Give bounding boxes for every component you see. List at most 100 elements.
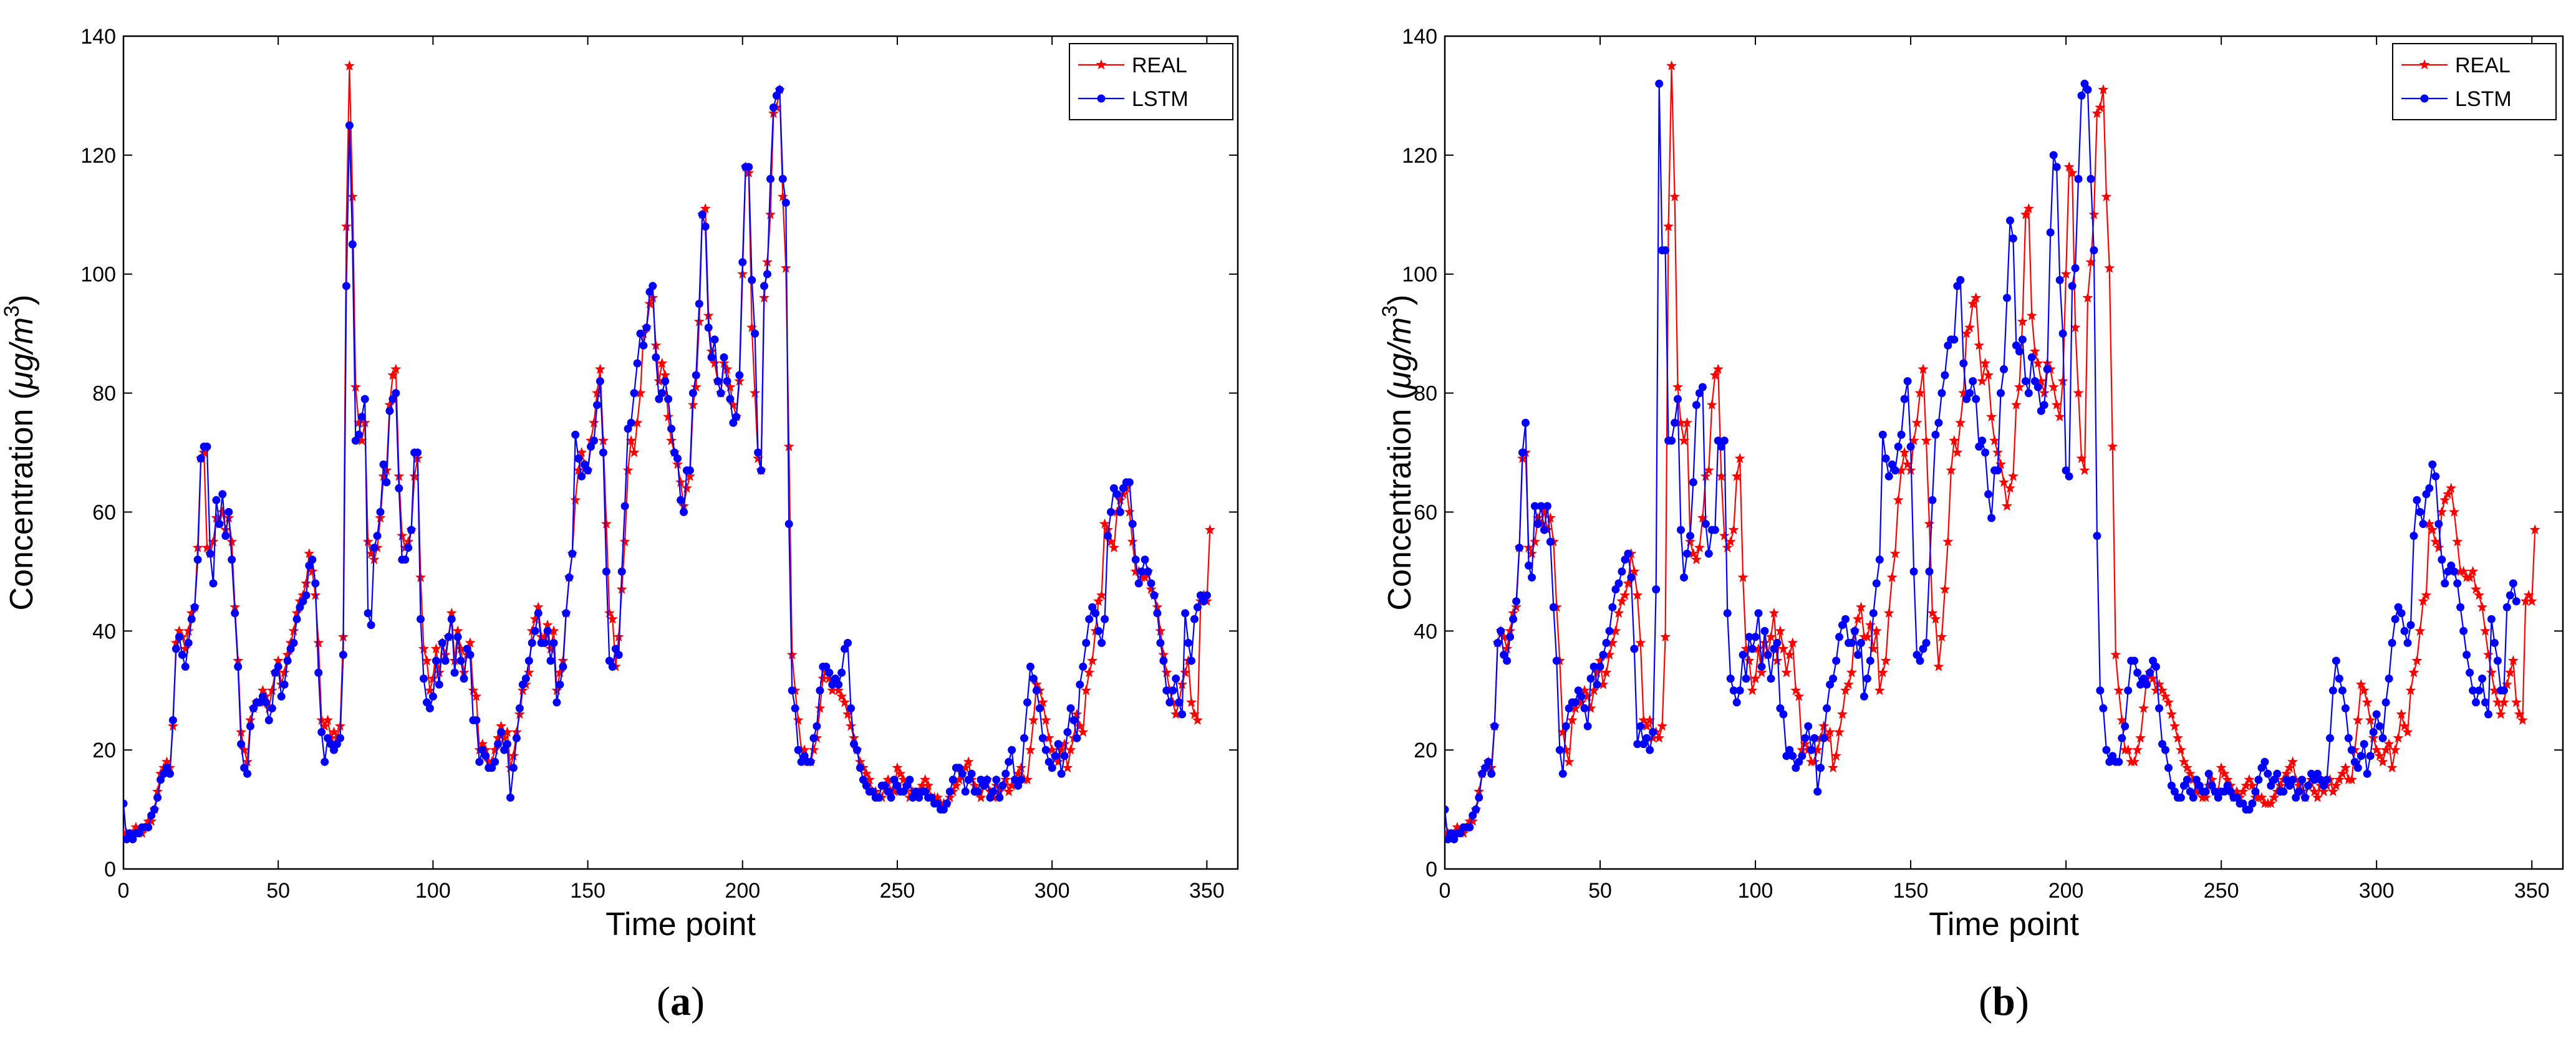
data-point-real [1081, 684, 1092, 695]
data-point-real [2116, 714, 2128, 725]
data-point-lstm [1735, 686, 1744, 695]
data-point-real [2172, 732, 2183, 743]
data-point-real [304, 548, 315, 559]
data-point-real [1040, 714, 1051, 725]
data-point-real [1016, 762, 1027, 773]
data-point-lstm [481, 752, 490, 761]
data-point-lstm [2372, 710, 2381, 719]
data-point-lstm [1723, 609, 1732, 618]
data-point-lstm [512, 734, 521, 742]
data-point-real [1502, 643, 1513, 654]
data-point-lstm [1069, 716, 1078, 724]
data-point-lstm [998, 781, 1007, 790]
data-point-real [2244, 774, 2255, 785]
data-point-real [932, 792, 943, 802]
data-point-lstm [2062, 466, 2070, 475]
data-point-real [1669, 191, 1681, 201]
data-point-real [1529, 536, 1540, 547]
data-point-real [1663, 221, 1674, 231]
data-point-lstm [1689, 478, 1697, 487]
data-point-lstm [1194, 603, 1202, 612]
data-point-real [217, 506, 228, 517]
data-point-real [1192, 714, 1203, 725]
data-point-lstm [1101, 615, 1109, 623]
data-point-lstm [280, 680, 289, 689]
x-tick-label: 300 [1035, 879, 1070, 903]
data-point-real [415, 572, 427, 582]
data-point-lstm [2270, 775, 2279, 784]
data-point-lstm [1994, 466, 2002, 475]
data-point-lstm [549, 638, 558, 647]
data-point-lstm [939, 805, 948, 814]
data-point-lstm [1816, 764, 1825, 772]
x-tick-label: 300 [2359, 879, 2395, 903]
y-tick-label: 40 [92, 620, 116, 643]
data-point-lstm [2083, 85, 2092, 94]
data-point-real [1768, 607, 1780, 618]
data-point-real [2247, 780, 2258, 790]
data-point-lstm [1137, 567, 1146, 576]
data-point-real [2035, 375, 2047, 386]
chart-panel-a: 0 50 100 150 200 250 300 350 0 20 40 60 80 100 120 140 T… [0, 25, 1239, 1024]
data-point-real [1452, 822, 1463, 832]
data-point-lstm [175, 633, 183, 641]
data-point-lstm [271, 668, 279, 677]
data-point-lstm [2506, 591, 2514, 600]
data-point-real [1619, 590, 1631, 600]
data-point-lstm [261, 698, 270, 707]
data-point-lstm [404, 544, 413, 552]
data-point-real [421, 655, 432, 666]
data-point-real [1099, 518, 1111, 529]
data-point-lstm [2214, 794, 2222, 802]
data-point-lstm [813, 722, 821, 731]
data-point-lstm [2133, 668, 2142, 677]
data-point-lstm [2183, 775, 2191, 784]
data-point-real [1946, 464, 1957, 475]
data-point-lstm [1001, 769, 1010, 778]
data-point-real [799, 744, 810, 755]
y-axis-label: Concentration (μg/m3) [0, 295, 40, 611]
data-point-lstm [2441, 579, 2449, 588]
data-point-lstm [2155, 704, 2163, 713]
data-point-real [545, 643, 556, 654]
data-point-real [319, 721, 330, 731]
data-point-lstm [1035, 704, 1044, 713]
data-point-lstm [611, 645, 620, 653]
data-point-real [1591, 667, 1603, 678]
data-point-lstm [1813, 787, 1822, 796]
data-point-lstm [1580, 704, 1589, 713]
data-point-lstm [627, 418, 635, 427]
x-tick-label: 50 [266, 879, 290, 903]
data-point-real [2079, 464, 2090, 475]
x-tick-label: 50 [1588, 879, 1612, 903]
data-point-real [2371, 744, 2382, 755]
data-point-lstm [1922, 638, 1931, 647]
data-point-real [1498, 631, 1510, 642]
data-point-real [496, 721, 507, 731]
data-point-lstm [283, 656, 292, 665]
data-point-lstm [748, 276, 756, 284]
data-point-real [2237, 785, 2249, 797]
data-point-lstm [432, 656, 440, 665]
panel-label: (b) [1979, 979, 2029, 1024]
data-point-lstm [509, 764, 518, 772]
data-point-lstm [713, 377, 722, 385]
data-point-real [2181, 762, 2192, 773]
data-point-real [892, 762, 903, 773]
data-point-lstm [360, 395, 369, 403]
data-point-real [1204, 524, 1215, 535]
data-point-lstm [1472, 805, 1480, 814]
data-point-lstm [2024, 389, 2033, 398]
data-point-real [777, 191, 788, 201]
data-point-lstm [1760, 626, 1769, 635]
data-point-real [1933, 661, 1944, 671]
data-point-real [706, 345, 717, 357]
data-point-real [573, 464, 584, 475]
data-point-real [1124, 506, 1135, 517]
y-tick-label: 120 [80, 144, 116, 168]
data-point-lstm [497, 728, 506, 736]
data-point-lstm [1792, 764, 1800, 772]
data-point-lstm [2189, 794, 2197, 802]
data-point-lstm [2273, 769, 2282, 778]
